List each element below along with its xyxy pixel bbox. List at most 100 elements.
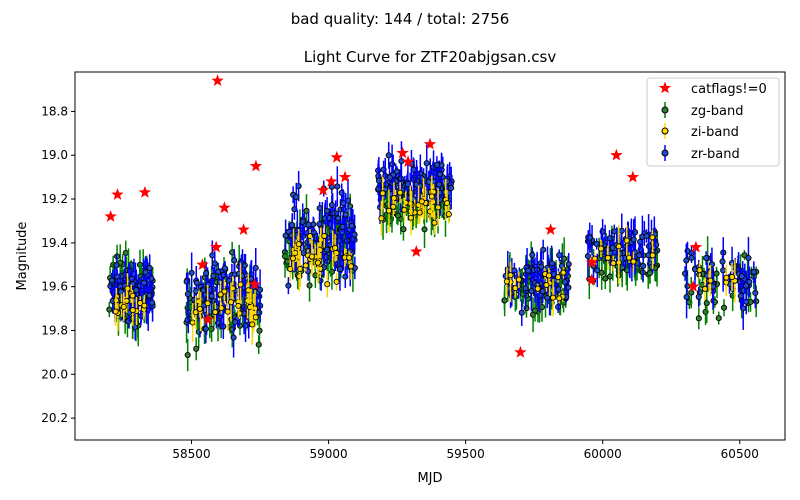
zr-point — [316, 205, 323, 212]
zi-point — [696, 267, 703, 274]
zi-point — [347, 263, 354, 270]
zg-point — [501, 297, 508, 304]
zi-point — [324, 281, 331, 288]
catflags-star-point — [211, 74, 224, 87]
zr-point — [335, 215, 342, 222]
zr-point — [522, 285, 529, 292]
legend: catflags!=0 zg-band zi-band zr-band — [646, 77, 780, 167]
zr-point — [232, 319, 239, 326]
zg-point — [720, 304, 728, 311]
zi-point — [217, 291, 224, 298]
catflags-star-point — [585, 273, 598, 286]
zi-point — [249, 321, 256, 328]
catflags-star-point — [248, 277, 261, 290]
zr-point — [710, 283, 717, 290]
zi-point — [626, 254, 633, 261]
zi-point — [401, 206, 408, 213]
zi-point — [445, 211, 452, 218]
zg-point — [106, 306, 113, 313]
catflags-star-point — [338, 170, 352, 183]
zr-point — [737, 292, 744, 299]
zr-point — [293, 193, 300, 201]
y-tick-label: 18.8 — [41, 104, 68, 118]
catflags-star-point — [218, 201, 231, 214]
zi-point — [252, 314, 259, 321]
chart-title: Light Curve for ZTF20abjgsan.csv — [304, 48, 557, 66]
zr-point — [423, 160, 430, 167]
legend-label-catflags: catflags!=0 — [691, 82, 767, 97]
zi-point — [112, 308, 119, 315]
zi-point — [237, 281, 244, 288]
zr-point — [113, 262, 120, 269]
y-tick-label: 19.8 — [41, 323, 68, 337]
zi-point — [728, 274, 736, 281]
zi-point — [308, 253, 315, 260]
zr-point — [336, 265, 343, 273]
zr-point — [316, 221, 323, 228]
zi-point — [623, 237, 630, 244]
zr-point — [743, 282, 750, 289]
zg-point — [703, 300, 710, 307]
x-tick-label: 60000 — [584, 447, 622, 461]
zi-point — [385, 207, 392, 214]
y-tick-label: 19.2 — [41, 192, 68, 206]
catflags-star-point — [626, 170, 640, 183]
zi-point — [701, 285, 708, 292]
catflags-star-point — [237, 223, 250, 235]
catflags-star-point — [610, 148, 623, 161]
zi-point — [332, 244, 339, 251]
zg-point — [284, 258, 291, 265]
zr-point — [211, 260, 218, 267]
y-tick-label: 19.4 — [41, 236, 68, 250]
zr-point — [745, 254, 752, 262]
catflags-star-point — [401, 155, 415, 168]
zi-point — [543, 281, 550, 289]
zi-point — [302, 262, 309, 269]
zr-point — [544, 294, 551, 301]
zr-point — [386, 174, 393, 181]
zr-point — [720, 267, 727, 274]
zr-point — [688, 254, 695, 261]
zr-point — [389, 161, 396, 168]
catflags-star-point — [514, 345, 527, 358]
zi-point — [397, 189, 404, 196]
y-axis-label: Magnitude — [15, 222, 30, 291]
zg-point — [421, 226, 428, 233]
catflags-star-point — [196, 258, 209, 271]
legend-label-zr: zr-band — [691, 147, 740, 162]
zr-point — [643, 232, 650, 240]
zi-point — [189, 319, 196, 326]
zr-point — [518, 309, 525, 316]
zg-point — [303, 207, 310, 214]
zr-point — [436, 171, 443, 178]
zi-point — [418, 198, 425, 205]
zr-point — [556, 252, 563, 259]
zr-point — [433, 161, 440, 168]
zr-point — [257, 286, 264, 293]
zi-point — [289, 255, 297, 262]
zg-point — [306, 282, 313, 289]
zr-point — [555, 286, 562, 293]
zg-point — [753, 298, 760, 305]
zr-point — [683, 257, 690, 264]
zr-point — [561, 279, 568, 286]
zr-point — [203, 270, 210, 277]
catflags-star-point — [249, 159, 263, 172]
zr-point — [132, 324, 139, 331]
zr-point — [752, 289, 759, 296]
zi-point — [416, 209, 423, 216]
zr-point — [221, 265, 229, 272]
zi-point — [503, 278, 510, 285]
zi-point — [295, 241, 302, 248]
zr-point — [385, 152, 392, 159]
zi-point — [378, 215, 385, 222]
zr-point — [215, 268, 222, 275]
zr-point — [289, 221, 296, 229]
zr-point — [117, 288, 124, 295]
x-axis: 58500 59000 59500 60000 60500 — [172, 440, 759, 461]
catflags-star-point — [396, 146, 409, 159]
zi-point — [707, 277, 714, 284]
zr-point — [230, 334, 237, 341]
zi-point — [333, 278, 340, 285]
zi-point — [218, 305, 225, 312]
